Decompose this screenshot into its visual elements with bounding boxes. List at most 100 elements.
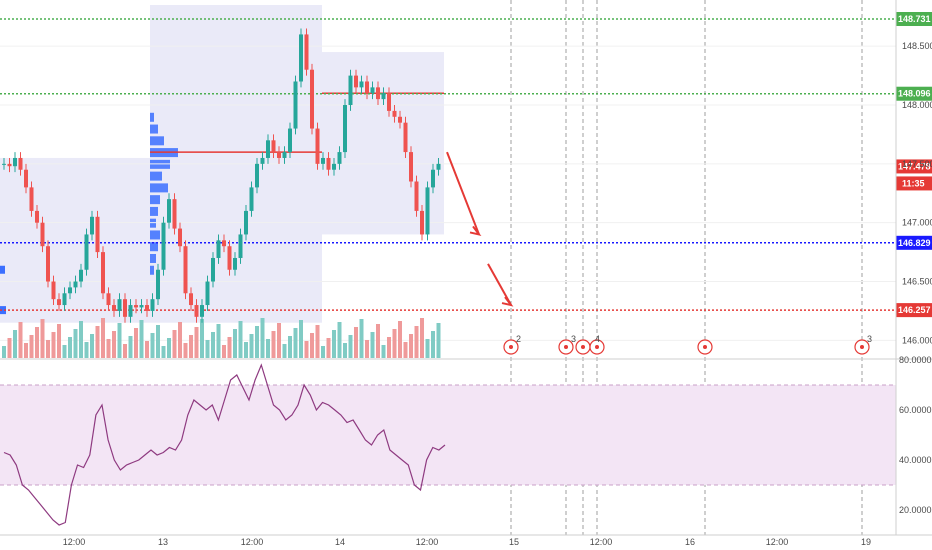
volume-bar xyxy=(310,333,314,358)
profile-bar xyxy=(150,230,160,240)
rsi-line xyxy=(3,363,446,526)
volume-bar xyxy=(134,328,138,358)
countdown-label: 11:35 xyxy=(902,178,925,188)
volume-bar xyxy=(392,329,397,358)
time-tick-label: 13 xyxy=(158,537,168,547)
candle-body xyxy=(343,105,347,153)
time-tick-label: 15 xyxy=(509,537,519,547)
volume-bar xyxy=(409,334,413,358)
candle-body xyxy=(128,305,133,317)
volume-bar xyxy=(62,345,67,358)
rsi-indicator-pane xyxy=(0,358,932,526)
profile-bar xyxy=(150,183,168,193)
candle-body xyxy=(332,163,336,170)
volume-bar xyxy=(337,322,342,358)
time-tick-label: 12:00 xyxy=(241,537,264,547)
indicator-tick-label: 20.0000 xyxy=(899,505,932,515)
candle-body xyxy=(227,246,232,270)
indicator-tick-label: 80.0000 xyxy=(899,355,932,365)
profile-bar xyxy=(150,112,154,122)
volume-bar xyxy=(403,342,408,358)
volume-bar xyxy=(51,332,56,358)
volume-bar xyxy=(90,334,94,358)
candle-body xyxy=(222,240,226,247)
price-level-label: 146.829 xyxy=(898,238,931,248)
candle-body xyxy=(57,299,61,306)
time-tick-label: 14 xyxy=(335,537,345,547)
candle-body xyxy=(13,157,17,167)
price-tick-label: 147.500 xyxy=(902,159,932,169)
event-marker-count: 3 xyxy=(867,334,872,344)
candle-body xyxy=(255,163,259,188)
rsi-band xyxy=(0,385,896,485)
event-marker-dot xyxy=(509,345,513,349)
candle-body xyxy=(24,169,28,188)
volume-bar xyxy=(68,337,72,358)
profile-bar xyxy=(150,206,158,216)
volume-bar xyxy=(271,331,276,358)
candle-body xyxy=(139,305,144,308)
candle-body xyxy=(409,152,413,182)
volume-bar xyxy=(112,331,116,358)
volume-bar xyxy=(255,326,259,358)
volume-bar xyxy=(425,339,430,358)
volume-bar xyxy=(13,330,17,358)
event-markers: 2 3 4 3 xyxy=(503,334,872,355)
price-level-tag xyxy=(896,86,932,101)
event-marker-dot xyxy=(595,345,599,349)
candle-body xyxy=(161,222,166,270)
volume-bar xyxy=(315,325,320,358)
time-tick-label: 12:00 xyxy=(766,537,789,547)
candle-body xyxy=(271,140,276,153)
price-level-label: 146.257 xyxy=(898,305,931,315)
volume-bar xyxy=(216,324,221,358)
time-tick-label: 12:00 xyxy=(590,537,613,547)
candle-body xyxy=(216,240,221,258)
time-axis[interactable]: 12:00 13 12:00 14 12:00 15 12:00 16 12:00 19 xyxy=(0,534,932,547)
candle-body xyxy=(392,110,397,117)
price-level-tag xyxy=(896,12,932,27)
price-tick-label: 148.000 xyxy=(902,100,932,110)
volume-bar xyxy=(189,335,193,358)
volume-bar xyxy=(414,326,419,358)
price-axis[interactable]: 148.500 148.000 147.500 147.000 146.500 146.0… xyxy=(895,0,932,535)
volume-bar xyxy=(359,319,364,358)
candle-body xyxy=(244,210,248,235)
time-tick-label: 19 xyxy=(861,537,871,547)
volume-bar xyxy=(249,334,254,358)
volume-bar xyxy=(106,339,111,358)
candle-body xyxy=(29,187,34,211)
indicator-tick-label: 60.0000 xyxy=(899,405,932,415)
forecast-arrows xyxy=(446,151,514,307)
volume-bar xyxy=(260,318,265,358)
price-tick-label: 146.500 xyxy=(902,277,932,287)
volume-bar xyxy=(101,318,105,358)
profile-bar xyxy=(150,124,158,134)
volume-bar xyxy=(277,323,281,358)
price-level-tag xyxy=(896,159,932,174)
volume-bar xyxy=(79,321,83,358)
profile-bar xyxy=(150,171,162,181)
candle-body xyxy=(150,299,155,311)
candle-body xyxy=(277,152,281,158)
candle-body xyxy=(183,246,188,294)
volume-bar xyxy=(244,342,248,358)
volume-bar xyxy=(95,326,100,358)
volume-bar xyxy=(150,333,155,358)
volume-bar xyxy=(172,330,177,358)
volume-bar xyxy=(370,332,375,358)
candle-body xyxy=(205,281,210,306)
price-level-tag xyxy=(896,303,932,318)
candle-body xyxy=(7,163,12,167)
price-level-label: 148.731 xyxy=(898,14,931,24)
candle-body xyxy=(233,257,237,270)
volume-bar xyxy=(194,327,199,358)
forecast-arrow-head xyxy=(469,225,482,237)
candle-body xyxy=(73,281,78,288)
volume-bar xyxy=(200,319,204,358)
forecast-arrow-head xyxy=(501,296,514,307)
volume-bar xyxy=(29,335,34,358)
candle-body xyxy=(167,199,171,223)
candle-body xyxy=(123,299,127,317)
candle-body xyxy=(310,69,314,129)
